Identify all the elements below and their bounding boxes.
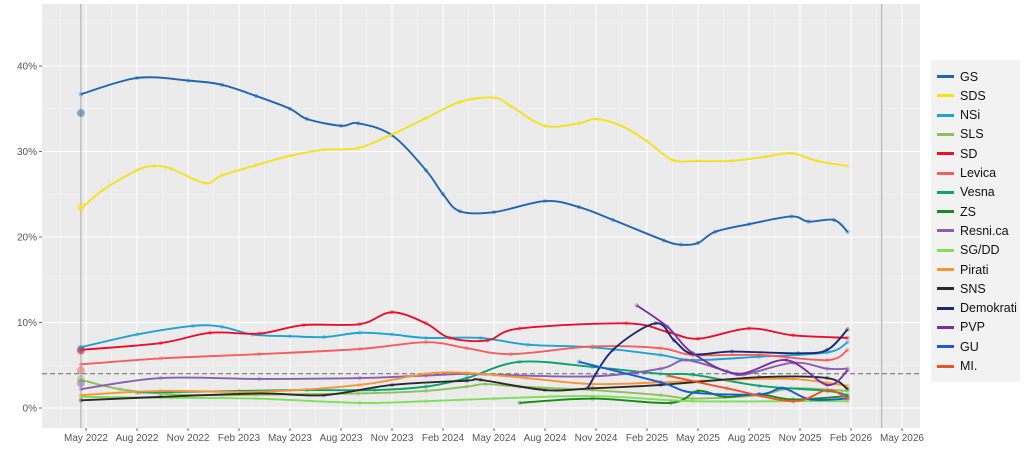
series-line-gs [80,76,849,246]
election-result-point [76,203,85,212]
series-line-sds [80,96,848,210]
legend-label: MI. [960,359,978,373]
legend-label: Levica [960,166,997,180]
y-tick-label: 20% [17,233,37,244]
election-result-point [76,379,85,388]
x-tick-label: Feb 2023 [218,433,261,444]
legend-label: SLS [960,127,984,142]
election-result-point [76,366,85,375]
series-line-zs [519,389,848,405]
series-line-resnica [80,359,848,391]
legend: GS SDS NSi SLS SD Levica Vesna ZS Resni.ca SG/DD P… [931,60,1020,382]
legend-key [937,113,954,117]
x-tick-label: Aug 2025 [728,433,771,444]
legend-item: SLS [937,125,984,144]
legend-label: Resni.ca [960,223,1009,238]
x-tick-label: May 2023 [268,433,312,444]
legend-key [937,210,954,214]
legend-label: ZS [960,204,976,219]
legend-key [937,229,954,233]
legend-item: Vesna [937,183,995,202]
x-tick-label: Feb 2024 [422,433,465,444]
legend-item: PVP [937,318,985,337]
legend-key [937,268,954,271]
legend-label: PVP [960,320,986,335]
legend-key [937,132,954,136]
x-tick-label: Nov 2023 [371,433,414,444]
legend-key [937,75,954,78]
x-tick-label: Nov 2025 [779,433,822,444]
legend-item: SD [937,144,977,163]
legend-label: Demokrati [960,301,1017,316]
y-tick-label: 0% [23,404,38,415]
x-tick-label: Feb 2025 [626,433,669,444]
axes: 0% 10% 20% 30% 40% May 2022 Aug 2022 Nov 2022 Fe… [17,62,924,445]
x-tick-label: May 2026 [880,433,924,444]
election-result-point [76,109,85,118]
x-tick-label: Aug 2022 [116,433,159,444]
legend-item: NSi [937,106,980,125]
series-line-pvp [636,304,849,386]
x-tick-label: Aug 2024 [524,433,567,444]
x-tick-label: Feb 2026 [830,433,873,444]
legend-item: Resni.ca [937,221,1009,240]
legend-label: GS [960,69,979,84]
series-line-sd [80,311,848,351]
legend-item: Levica [937,164,996,183]
x-tick-label: Nov 2024 [575,433,618,444]
legend-key [937,306,954,310]
legend-label: Pirati [960,262,989,277]
series-line-sns [80,375,849,402]
legend-label: Vesna [960,185,995,200]
x-tick-label: May 2025 [676,433,720,444]
legend-key [937,171,954,175]
y-tick-label: 40% [17,62,37,73]
x-tick-label: Nov 2022 [167,433,210,444]
legend-item: MI. [937,357,977,376]
legend-item: SG/DD [937,241,1000,260]
legend-label: GU [960,339,979,354]
x-tick-label: May 2024 [472,433,516,444]
series-line-nsi [80,324,849,362]
legend-key [937,325,954,329]
legend-item: ZS [937,202,976,221]
legend-key [937,364,954,368]
legend-key [937,190,954,194]
legend-key [937,345,954,349]
legend-item: SDS [937,86,986,105]
legend-label: SD [960,146,978,161]
y-tick-label: 10% [17,318,37,329]
series-lines [76,75,850,406]
series-line-levica [80,341,849,366]
legend-label: SDS [960,88,986,103]
y-tick-label: 30% [17,147,37,158]
legend-key [937,152,954,156]
legend-item: GU [937,337,979,356]
legend-item: Demokrati [937,299,1017,318]
legend-key [937,248,954,252]
legend-item: GS [937,67,978,86]
legend-item: SNS [937,279,986,298]
legend-label: SNS [960,281,986,296]
legend-item: Pirati [937,260,988,279]
x-tick-label: Aug 2023 [320,433,363,444]
legend-key [937,287,954,291]
legend-label: SG/DD [960,243,1000,258]
election-result-point [76,346,85,355]
legend-label: NSi [960,108,981,123]
series-line-mi [667,374,849,403]
legend-key [937,94,954,98]
series-line-sgdd [80,395,848,404]
x-tick-label: May 2022 [64,433,108,444]
